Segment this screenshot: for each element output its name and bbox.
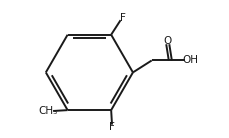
Text: F: F xyxy=(109,122,114,132)
Text: OH: OH xyxy=(181,55,197,65)
Text: O: O xyxy=(163,36,171,46)
Text: CH₃: CH₃ xyxy=(38,106,57,116)
Text: F: F xyxy=(119,13,125,23)
